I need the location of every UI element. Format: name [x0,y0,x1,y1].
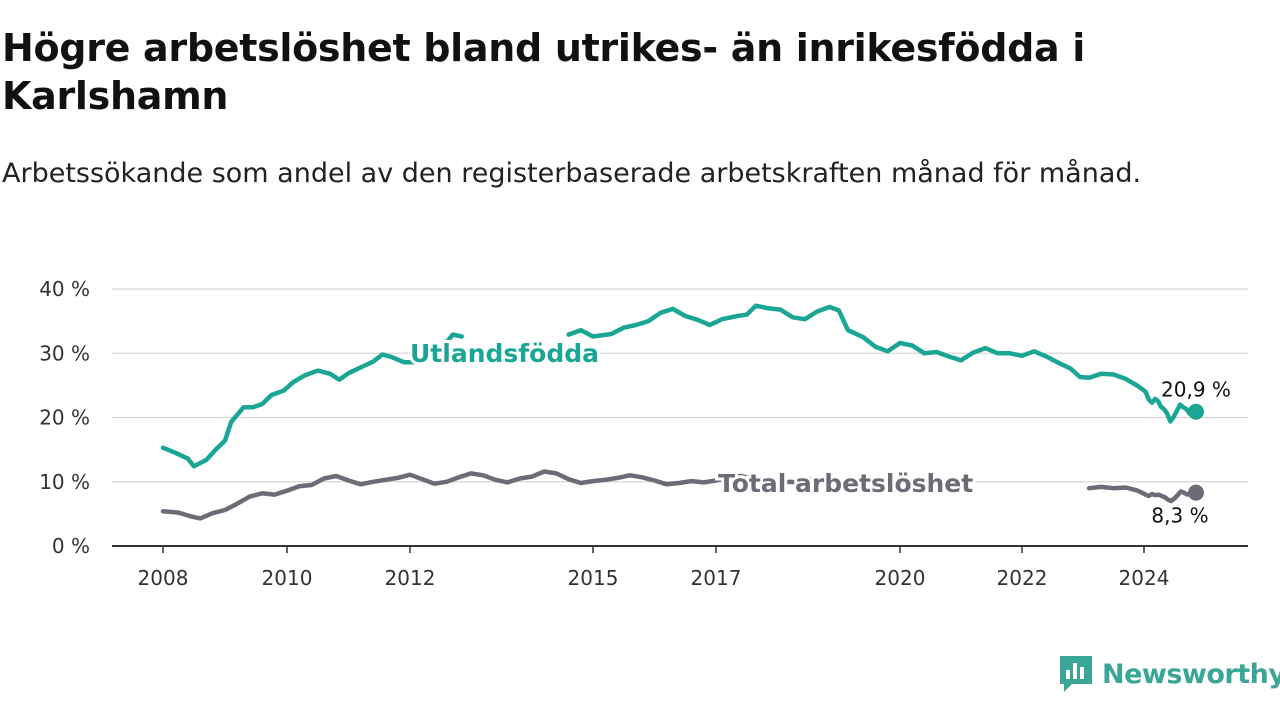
grid-lines [112,288,1248,483]
x-axis: 2008 2010 2012 2015 2017 2020 2022 2024 [112,545,1248,590]
y-tick-label: 10 % [39,470,90,494]
brand-name: Newsworthy [1102,658,1280,690]
series-lines [160,303,1204,521]
series-end-label: 20,9 % [1161,378,1231,402]
series-end-point [1188,484,1204,501]
chart-subtitle: Arbetssökande som andel av den registerb… [2,158,1142,189]
y-axis-tick-labels: 0 % 10 % 20 % 30 % 40 % [39,277,90,558]
series-labels: 20,9 % Utlandsfödda 8,3 % Total arbetslöshe… [407,336,1231,528]
y-tick-label: 0 % [52,534,90,558]
x-tick-label: 2020 [875,566,926,590]
series-name-label: Total arbetslöshet [718,469,973,498]
x-tick-label: 2012 [385,566,436,590]
series-end-label: 8,3 % [1151,504,1208,528]
newsworthy-logo-icon [1060,656,1092,692]
x-tick-label: 2022 [997,566,1048,590]
newsworthy-logo: Newsworthy [1058,654,1280,694]
x-tick-label: 2024 [1119,566,1170,590]
x-tick-label: 2015 [568,566,619,590]
x-tick-label: 2008 [138,566,189,590]
series-line [1086,484,1199,504]
y-tick-label: 30 % [39,341,90,365]
x-tick-label: 2017 [691,566,742,590]
x-tick-label: 2010 [262,566,313,590]
series-name-label: Utlandsfödda [410,339,599,368]
y-tick-label: 40 % [39,277,90,301]
chart-title: Högre arbetslöshet bland utrikes- än inr… [2,26,1085,118]
series-end-point [1188,403,1204,420]
series-line [160,332,465,469]
series-line [566,303,1199,424]
series-line [160,469,817,521]
y-tick-label: 20 % [39,406,90,430]
